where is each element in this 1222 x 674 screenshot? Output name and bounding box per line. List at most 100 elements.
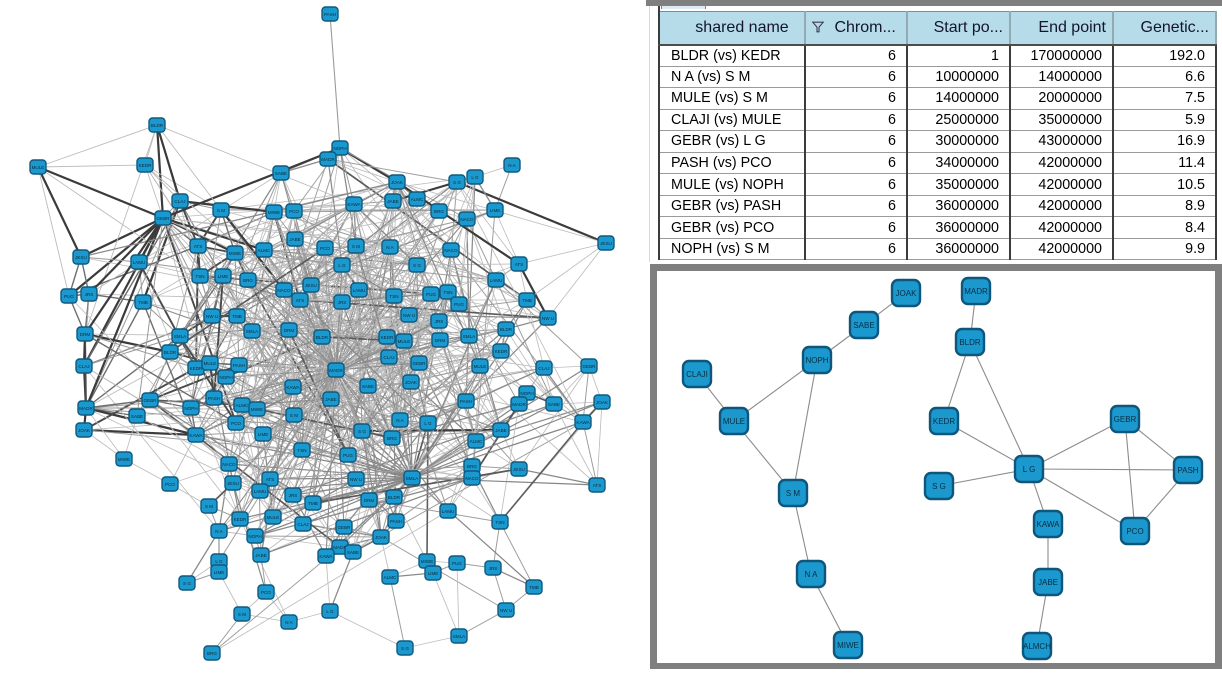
svg-text:S M: S M bbox=[786, 489, 801, 498]
svg-text:BRG: BRG bbox=[243, 278, 253, 283]
svg-text:L G: L G bbox=[215, 559, 223, 564]
svg-text:NW U: NW U bbox=[206, 314, 218, 319]
svg-text:GEBR: GEBR bbox=[156, 216, 170, 221]
svg-text:DRM: DRM bbox=[435, 338, 446, 343]
svg-text:NW U: NW U bbox=[403, 313, 415, 318]
svg-text:CLAJ: CLAJ bbox=[297, 522, 308, 527]
svg-text:TMB: TMB bbox=[308, 501, 318, 506]
svg-text:TSN: TSN bbox=[495, 520, 504, 525]
svg-text:N A: N A bbox=[396, 418, 404, 423]
svg-text:MADR: MADR bbox=[79, 406, 93, 411]
svg-text:ATS: ATS bbox=[194, 244, 203, 249]
svg-text:MULE: MULE bbox=[398, 339, 411, 344]
svg-text:LIME: LIME bbox=[258, 432, 269, 437]
svg-text:KAWA: KAWA bbox=[347, 202, 361, 207]
svg-text:BLDR: BLDR bbox=[151, 123, 164, 128]
svg-text:LAMU: LAMU bbox=[490, 278, 503, 283]
svg-text:ALMC: ALMC bbox=[236, 403, 249, 408]
svg-text:SMLA: SMLA bbox=[246, 329, 259, 334]
svg-text:PASH: PASH bbox=[390, 519, 402, 524]
svg-text:LIME: LIME bbox=[214, 570, 225, 575]
svg-text:MIWE: MIWE bbox=[268, 210, 281, 215]
svg-text:TMB: TMB bbox=[522, 298, 532, 303]
svg-text:MADR: MADR bbox=[512, 402, 526, 407]
svg-text:N A: N A bbox=[215, 529, 223, 534]
svg-text:KAWA: KAWA bbox=[189, 433, 203, 438]
svg-text:SABE: SABE bbox=[362, 384, 374, 389]
svg-text:ATS: ATS bbox=[296, 298, 305, 303]
svg-text:NOPH: NOPH bbox=[248, 534, 261, 539]
svg-text:PCO: PCO bbox=[320, 246, 330, 251]
svg-text:SMLA: SMLA bbox=[463, 334, 476, 339]
svg-text:N A: N A bbox=[285, 620, 293, 625]
svg-text:LAMU: LAMU bbox=[442, 509, 455, 514]
svg-text:TMB: TMB bbox=[529, 585, 539, 590]
svg-text:NOPH: NOPH bbox=[520, 391, 533, 396]
svg-text:MIWE: MIWE bbox=[229, 251, 242, 256]
svg-text:KAWA: KAWA bbox=[576, 420, 590, 425]
svg-text:JESU: JESU bbox=[513, 467, 525, 472]
svg-text:JOAK: JOAK bbox=[596, 400, 609, 405]
svg-text:JRS: JRS bbox=[489, 566, 498, 571]
svg-text:NOPH: NOPH bbox=[333, 146, 346, 151]
svg-text:S G: S G bbox=[358, 429, 366, 434]
svg-text:SABE: SABE bbox=[548, 402, 560, 407]
svg-text:LAMU: LAMU bbox=[254, 489, 267, 494]
svg-text:BLDR: BLDR bbox=[500, 327, 513, 332]
svg-text:ALMC: ALMC bbox=[411, 197, 424, 202]
svg-text:JESU: JESU bbox=[227, 481, 239, 486]
svg-text:PASH: PASH bbox=[1177, 466, 1198, 475]
svg-text:SABE: SABE bbox=[131, 414, 143, 419]
svg-text:ATS: ATS bbox=[515, 262, 524, 267]
svg-text:ALMC: ALMC bbox=[384, 575, 397, 580]
svg-text:MULE: MULE bbox=[32, 165, 45, 170]
svg-text:MULE: MULE bbox=[267, 515, 280, 520]
svg-text:GEBR: GEBR bbox=[337, 525, 351, 530]
svg-text:S G: S G bbox=[413, 263, 421, 268]
svg-text:PCO: PCO bbox=[231, 421, 241, 426]
svg-text:PUG: PUG bbox=[452, 561, 462, 566]
svg-text:ALMC: ALMC bbox=[258, 248, 271, 253]
svg-text:PASH: PASH bbox=[233, 363, 245, 368]
svg-text:KEDR: KEDR bbox=[234, 517, 247, 522]
svg-text:KEDR: KEDR bbox=[933, 417, 955, 426]
svg-text:NOPH: NOPH bbox=[184, 406, 197, 411]
svg-text:CLAJ: CLAJ bbox=[538, 366, 549, 371]
svg-text:JOAK: JOAK bbox=[405, 380, 418, 385]
svg-text:JABE: JABE bbox=[1038, 578, 1058, 587]
svg-text:NACO: NACO bbox=[277, 288, 291, 293]
svg-text:L G: L G bbox=[338, 263, 346, 268]
svg-text:JABE: JABE bbox=[325, 397, 337, 402]
svg-text:NACO: NACO bbox=[222, 462, 236, 467]
svg-text:S M: S M bbox=[205, 504, 213, 509]
svg-text:JABE: JABE bbox=[387, 199, 399, 204]
svg-text:MIWE: MIWE bbox=[118, 457, 131, 462]
svg-text:L G: L G bbox=[471, 175, 479, 180]
svg-text:JRS: JRS bbox=[435, 319, 444, 324]
svg-text:NW U: NW U bbox=[542, 316, 554, 321]
svg-text:LAMU: LAMU bbox=[133, 260, 146, 265]
svg-text:BRG: BRG bbox=[207, 651, 217, 656]
svg-text:NACO: NACO bbox=[444, 248, 458, 253]
svg-text:NOPH: NOPH bbox=[219, 375, 232, 380]
svg-text:MULE: MULE bbox=[204, 361, 217, 366]
svg-text:S M: S M bbox=[352, 244, 360, 249]
svg-text:NACO: NACO bbox=[465, 476, 479, 481]
svg-text:ALMCH: ALMCH bbox=[1023, 642, 1051, 651]
svg-text:TSN: TSN bbox=[297, 448, 306, 453]
svg-text:PUG: PUG bbox=[454, 302, 464, 307]
svg-text:TSN: TSN bbox=[195, 274, 204, 279]
svg-text:GEBR: GEBR bbox=[143, 398, 157, 403]
svg-text:MIWE: MIWE bbox=[837, 641, 859, 650]
svg-text:MULE: MULE bbox=[474, 364, 487, 369]
svg-text:GEBR: GEBR bbox=[582, 364, 596, 369]
svg-text:PCO: PCO bbox=[1126, 527, 1143, 536]
svg-text:SABE: SABE bbox=[347, 550, 359, 555]
svg-text:MADR: MADR bbox=[321, 157, 335, 162]
svg-text:TSN: TSN bbox=[443, 290, 452, 295]
svg-text:S G: S G bbox=[932, 482, 946, 491]
svg-text:DRM: DRM bbox=[364, 498, 375, 503]
svg-text:KAWA: KAWA bbox=[319, 554, 333, 559]
svg-text:MULE: MULE bbox=[723, 417, 745, 426]
svg-text:PASH: PASH bbox=[460, 399, 472, 404]
